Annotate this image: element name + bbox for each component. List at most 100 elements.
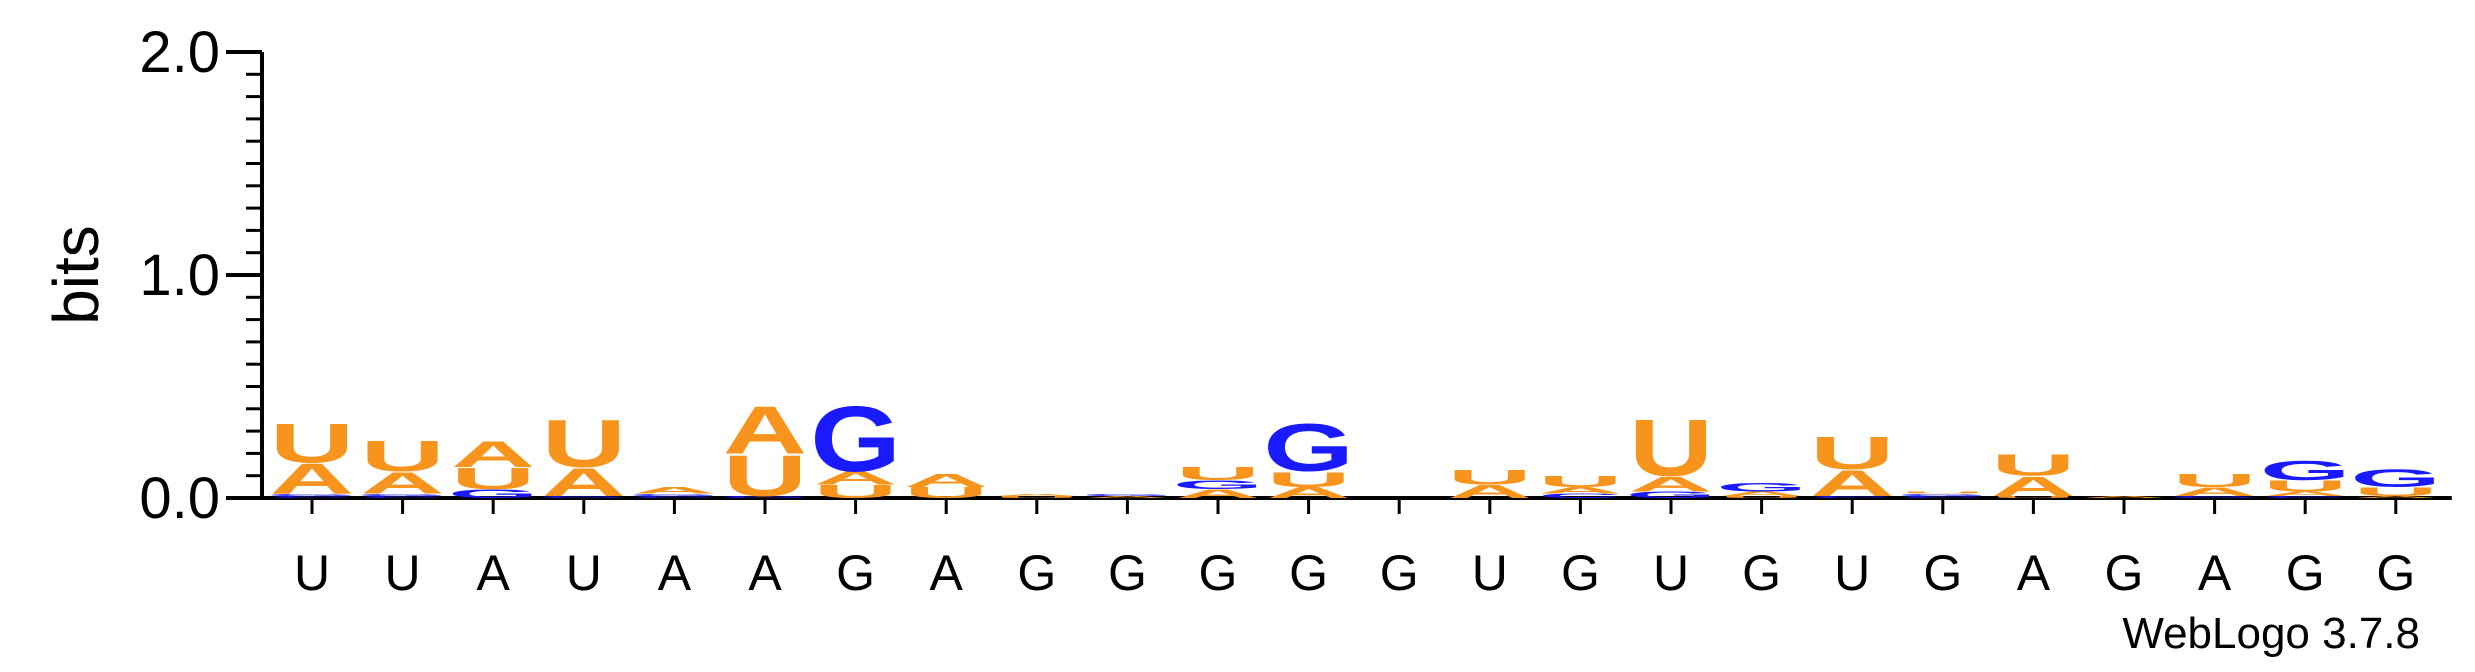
- logo-letter-A: A: [270, 454, 354, 503]
- logo-letter-U: U: [360, 432, 444, 481]
- x-tick-label: A: [930, 545, 964, 601]
- x-tick-label: U: [1834, 545, 1870, 601]
- x-tick-label: G: [1108, 545, 1147, 601]
- y-tick-label: 1.0: [139, 243, 220, 308]
- x-tick-label: G: [1199, 545, 1238, 601]
- logo-letter-U: U: [1810, 427, 1894, 479]
- x-tick-label: U: [1472, 545, 1508, 601]
- x-tick-label: A: [477, 545, 511, 601]
- logo-letter-A: A: [2263, 490, 2347, 497]
- x-tick-label: U: [385, 545, 421, 601]
- logo-letter-G: G: [538, 495, 629, 498]
- y-tick-label: 0.0: [139, 466, 220, 531]
- logo-letter-A: A: [542, 460, 626, 505]
- x-tick-label: G: [1017, 545, 1056, 601]
- logo-letter-G: G: [720, 495, 811, 498]
- x-tick-label: A: [748, 545, 782, 601]
- logo-letter-A: A: [632, 485, 716, 495]
- x-tick-label: U: [294, 545, 330, 601]
- x-tick-label: G: [1923, 545, 1962, 601]
- logo-letter-U: U: [1901, 491, 1985, 494]
- x-tick-label: U: [566, 545, 602, 601]
- logo-letter-U: U: [542, 406, 626, 482]
- logo-letter-A: A: [995, 493, 1079, 496]
- logo-letter-A: A: [2354, 495, 2438, 498]
- logo-letter-A: A: [1538, 485, 1622, 495]
- x-tick-label: A: [2198, 545, 2232, 601]
- logo-letter-G: G: [2350, 465, 2441, 493]
- logo-letter-A: A: [813, 468, 897, 489]
- logo-letter-C: C: [1538, 492, 1622, 499]
- logo-letter-U: U: [1266, 467, 1350, 491]
- x-tick-label: G: [2105, 545, 2144, 601]
- logo-letter-C: C: [1901, 495, 1985, 498]
- logo-letter-G: G: [357, 493, 448, 496]
- logo-letter-A: A: [2172, 485, 2256, 499]
- logo-letter-A: A: [1719, 490, 1803, 497]
- logo-letter-U: U: [1991, 495, 2075, 498]
- logo-letter-A: A: [904, 470, 988, 491]
- logo-letter-G: G: [1263, 411, 1354, 487]
- logo-letter-U: U: [2263, 477, 2347, 494]
- logo-letter-U: U: [1991, 448, 2075, 482]
- logo-letter-A: A: [451, 434, 535, 475]
- logo-letter-C: C: [632, 495, 716, 498]
- logo-letter-C: C: [2263, 495, 2347, 498]
- x-tick-label: G: [2286, 545, 2325, 601]
- y-axis-label: bits: [40, 225, 112, 325]
- x-tick-label: A: [2017, 545, 2051, 601]
- logo-letter-U: U: [1448, 465, 1532, 489]
- logo-letter-G: G: [448, 487, 539, 501]
- logo-letter-U: U: [270, 412, 354, 474]
- x-tick-label: G: [1380, 545, 1419, 601]
- logo-letter-G: G: [2260, 455, 2351, 486]
- logo-letter-U: U: [1719, 495, 1803, 498]
- logo-letter-A: A: [1085, 495, 1169, 498]
- logo-letter-G: G: [1626, 490, 1717, 500]
- logo-letter-U: U: [451, 462, 535, 496]
- x-tick-label: G: [836, 545, 875, 601]
- logo-letter-U: U: [1176, 463, 1260, 484]
- logo-letter-G: G: [810, 388, 901, 491]
- logo-letter-U: U: [995, 495, 1079, 498]
- logo-letter-A: A: [1448, 481, 1532, 502]
- logo-letter-C: C: [1810, 495, 1894, 498]
- logo-letter-U: U: [904, 484, 988, 501]
- logo-letter-U: U: [2172, 470, 2256, 491]
- logo-letter-U: U: [1538, 473, 1622, 490]
- logo-letter-U: U: [723, 442, 807, 508]
- x-tick-label: U: [1653, 545, 1689, 601]
- logo-letter-C: C: [270, 495, 354, 498]
- logo-letter-A: A: [2082, 495, 2166, 498]
- logo-letter-C: C: [360, 495, 444, 498]
- logo-letter-A: A: [1266, 484, 1350, 501]
- x-tick-label: G: [1561, 545, 1600, 601]
- logo-letter-G: G: [1082, 493, 1173, 496]
- logo-letter-G: G: [2169, 495, 2260, 498]
- logo-letter-G: G: [629, 493, 720, 496]
- logo-letter-U: U: [813, 481, 897, 502]
- logo-letter-A: A: [723, 393, 807, 469]
- y-tick-label: 2.0: [139, 20, 220, 85]
- logo-letter-U: U: [1629, 403, 1713, 493]
- x-tick-label: G: [2376, 545, 2415, 601]
- weblogo-credit: WebLogo 3.7.8: [2122, 609, 2420, 658]
- logo-letter-A: A: [360, 466, 444, 500]
- logo-letter-G: G: [1897, 493, 1988, 496]
- logo-letter-A: A: [1991, 470, 2075, 501]
- logo-letter-G: G: [1173, 478, 1264, 492]
- x-tick-label: A: [658, 545, 692, 601]
- logo-letter-A: A: [1176, 487, 1260, 501]
- logo-letter-U: U: [2354, 485, 2438, 499]
- logo-letter-A: A: [1810, 463, 1894, 504]
- axes: 0.0 1.0 2.0: [139, 20, 2452, 531]
- x-tick-label: G: [1289, 545, 1328, 601]
- logo-letter-G: G: [267, 493, 358, 496]
- x-tick-label: G: [1742, 545, 1781, 601]
- logo-letter-A: A: [1629, 472, 1713, 496]
- logo-letter-G: G: [1716, 480, 1807, 494]
